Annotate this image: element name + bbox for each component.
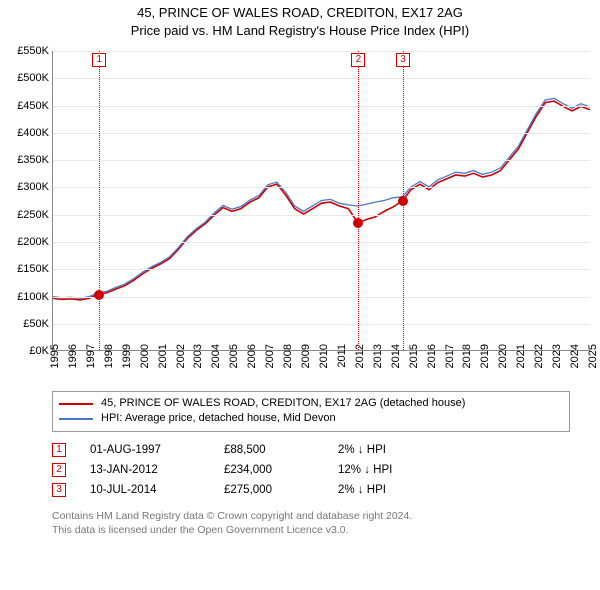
legend-label: 45, PRINCE OF WALES ROAD, CREDITON, EX17… xyxy=(101,396,465,411)
y-tick-label: £300K xyxy=(1,181,49,193)
x-tick-label: 2013 xyxy=(372,344,384,368)
x-tick-label: 2014 xyxy=(390,344,402,368)
sale-price: £88,500 xyxy=(224,444,314,456)
footer-line-1: Contains HM Land Registry data © Crown c… xyxy=(52,510,570,524)
x-tick-label: 2006 xyxy=(246,344,258,368)
sale-price: £275,000 xyxy=(224,484,314,496)
y-tick-label: £200K xyxy=(1,236,49,248)
sale-date: 10-JUL-2014 xyxy=(90,484,200,496)
x-tick-label: 2008 xyxy=(282,344,294,368)
x-tick-label: 1997 xyxy=(85,344,97,368)
x-tick-label: 2020 xyxy=(497,344,509,368)
x-tick-label: 2012 xyxy=(354,344,366,368)
sale-hpi-diff: 12% ↓ HPI xyxy=(338,464,428,476)
price-chart: £0K £50K £100K £150K £200K £250K £300K £350K £40… xyxy=(0,39,600,389)
x-tick-label: 1995 xyxy=(49,344,61,368)
x-tick-label: 2018 xyxy=(461,344,473,368)
x-tick-label: 2019 xyxy=(479,344,491,368)
title-line-1: 45, PRINCE OF WALES ROAD, CREDITON, EX17… xyxy=(0,4,600,22)
x-tick-label: 1999 xyxy=(121,344,133,368)
sale-marker-box: 1 xyxy=(52,443,66,457)
y-tick-label: £50K xyxy=(1,318,49,330)
y-tick-label: £150K xyxy=(1,263,49,275)
sale-vline xyxy=(358,51,359,350)
sale-dot xyxy=(353,218,363,228)
title-line-2: Price paid vs. HM Land Registry's House … xyxy=(0,22,600,40)
sale-date: 01-AUG-1997 xyxy=(90,444,200,456)
sale-marker-box: 3 xyxy=(396,53,410,67)
footer-line-2: This data is licensed under the Open Gov… xyxy=(52,524,570,538)
legend: 45, PRINCE OF WALES ROAD, CREDITON, EX17… xyxy=(52,391,570,432)
legend-item: HPI: Average price, detached house, Mid … xyxy=(59,411,563,426)
x-tick-label: 2001 xyxy=(157,344,169,368)
legend-swatch xyxy=(59,418,93,420)
title-block: 45, PRINCE OF WALES ROAD, CREDITON, EX17… xyxy=(0,0,600,39)
x-tick-label: 1998 xyxy=(103,344,115,368)
sale-hpi-diff: 2% ↓ HPI xyxy=(338,444,428,456)
y-tick-label: £450K xyxy=(1,100,49,112)
sale-marker-box: 3 xyxy=(52,483,66,497)
x-tick-label: 2024 xyxy=(569,344,581,368)
x-tick-label: 2007 xyxy=(264,344,276,368)
y-tick-label: £400K xyxy=(1,127,49,139)
sale-hpi-diff: 2% ↓ HPI xyxy=(338,484,428,496)
sales-row: 1 01-AUG-1997 £88,500 2% ↓ HPI xyxy=(52,440,570,460)
x-tick-label: 2011 xyxy=(336,344,348,368)
footer-note: Contains HM Land Registry data © Crown c… xyxy=(52,510,570,537)
x-tick-label: 2004 xyxy=(210,344,222,368)
y-tick-label: £500K xyxy=(1,72,49,84)
legend-label: HPI: Average price, detached house, Mid … xyxy=(101,411,336,426)
sales-row: 3 10-JUL-2014 £275,000 2% ↓ HPI xyxy=(52,480,570,500)
sale-date: 13-JAN-2012 xyxy=(90,464,200,476)
x-tick-label: 2003 xyxy=(192,344,204,368)
sales-row: 2 13-JAN-2012 £234,000 12% ↓ HPI xyxy=(52,460,570,480)
sale-vline xyxy=(99,51,100,350)
x-tick-label: 2015 xyxy=(408,344,420,368)
x-tick-label: 2023 xyxy=(551,344,563,368)
sale-dot xyxy=(94,290,104,300)
y-tick-label: £350K xyxy=(1,154,49,166)
plot-area: £0K£50K£100K£150K£200K£250K£300K£350K£40… xyxy=(52,51,590,351)
x-tick-label: 2009 xyxy=(300,344,312,368)
x-tick-label: 2010 xyxy=(318,344,330,368)
y-tick-label: £250K xyxy=(1,209,49,221)
sale-price: £234,000 xyxy=(224,464,314,476)
legend-swatch xyxy=(59,403,93,405)
legend-item: 45, PRINCE OF WALES ROAD, CREDITON, EX17… xyxy=(59,396,563,411)
x-tick-label: 2022 xyxy=(533,344,545,368)
y-tick-label: £550K xyxy=(1,45,49,57)
sales-table: 1 01-AUG-1997 £88,500 2% ↓ HPI 2 13-JAN-2012 £… xyxy=(52,440,570,500)
x-tick-label: 2000 xyxy=(139,344,151,368)
y-tick-label: £0K xyxy=(1,345,49,357)
x-tick-label: 2002 xyxy=(175,344,187,368)
y-tick-label: £100K xyxy=(1,291,49,303)
x-tick-label: 2025 xyxy=(587,344,599,368)
x-tick-label: 2017 xyxy=(444,344,456,368)
x-tick-label: 2005 xyxy=(228,344,240,368)
sale-dot xyxy=(398,196,408,206)
sale-marker-box: 1 xyxy=(92,53,106,67)
sale-marker-box: 2 xyxy=(52,463,66,477)
sale-marker-box: 2 xyxy=(351,53,365,67)
x-tick-label: 2021 xyxy=(515,344,527,368)
chart-lines xyxy=(53,51,590,350)
x-tick-label: 2016 xyxy=(426,344,438,368)
x-tick-label: 1996 xyxy=(67,344,79,368)
